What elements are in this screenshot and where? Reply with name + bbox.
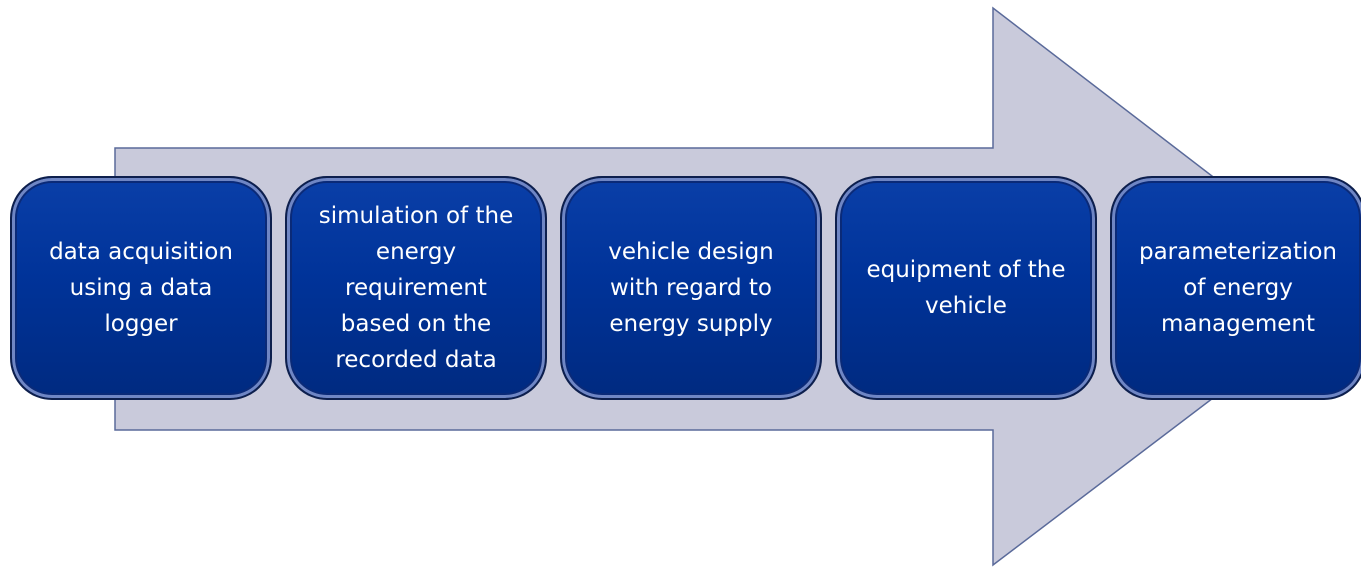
step-text: recorded data: [335, 347, 497, 373]
step-text: using a data: [69, 275, 213, 301]
step-box: equipment of the vehicle: [835, 176, 1097, 400]
step-text: requirement: [345, 275, 487, 301]
step-box: simulation of the energy requirement based …: [285, 176, 547, 400]
step-text: with regard to: [610, 275, 772, 301]
step-text: data acquisition: [49, 239, 233, 265]
step-text: vehicle design: [608, 239, 774, 265]
step-text: based on the: [340, 311, 492, 337]
step-text: energy supply: [609, 311, 773, 337]
step-text: of energy: [1183, 275, 1293, 301]
step-text: vehicle: [925, 293, 1007, 319]
step-text: parameterization: [1138, 239, 1338, 265]
step-box: parameterization of energy management: [1110, 176, 1361, 400]
step-text: logger: [104, 311, 178, 337]
step-text: management: [1160, 311, 1316, 337]
step-text: equipment of the: [866, 257, 1066, 283]
step-text: simulation of the: [318, 203, 514, 229]
step-box: vehicle design with regard to energy suppl…: [560, 176, 822, 400]
step-box: data acquisition using a data logger: [10, 176, 272, 400]
step-text: energy: [375, 239, 457, 265]
